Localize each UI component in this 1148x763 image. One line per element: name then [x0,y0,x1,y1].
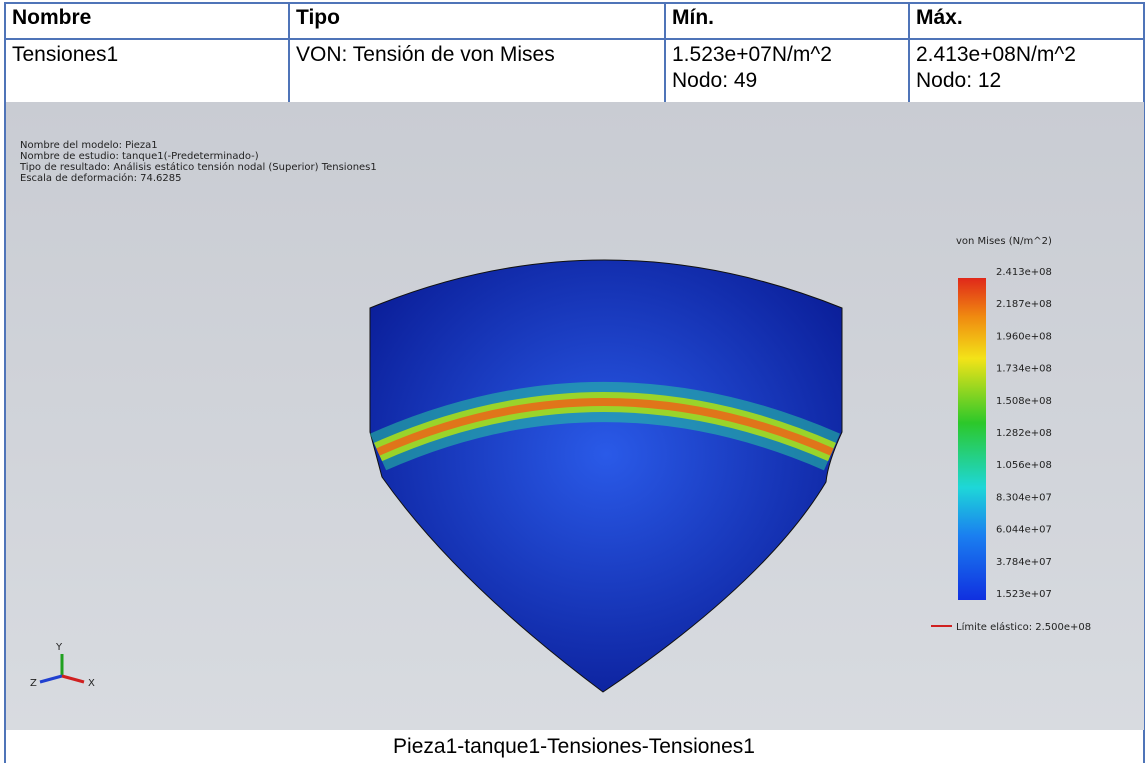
cell-text: Tensiones1 [12,42,282,68]
header-row: Nombre Tipo Mín. Máx. [5,3,1144,39]
legend-label: 1.056e+08 [996,460,1052,471]
cell: VON: Tensión de von Mises [289,39,665,103]
legend-label: 8.304e+07 [996,492,1052,503]
header-cell: Máx. [909,3,1144,39]
cell-text: Nodo: 12 [916,68,1137,94]
legend-label: 6.044e+07 [996,525,1052,536]
legend-label: 1.282e+08 [996,428,1052,439]
page: Nombre Tipo Mín. Máx. Tensiones1 VON: Te… [0,0,1148,763]
info-line: Nombre del modelo: Pieza1 [20,140,158,151]
legend-label: 2.413e+08 [996,267,1052,278]
cell-text: Nodo: 49 [672,68,902,94]
limit-label: Límite elástico: 2.500e+08 [956,621,1091,633]
legend-label: 1.734e+08 [996,364,1052,375]
header-cell: Tipo [289,3,665,39]
legend-label: 1.523e+07 [996,589,1052,600]
color-bar [958,278,986,600]
data-row: Tensiones1 VON: Tensión de von Mises 1.5… [5,39,1144,103]
info-line: Tipo de resultado: Análisis estático ten… [19,161,377,173]
axis-label: Z [30,678,37,689]
caption: Pieza1-tanque1-Tensiones-Tensiones1 [0,735,1148,759]
axis-label: Y [55,642,63,653]
cell-text: 2.413e+08N/m^2 [916,42,1137,68]
legend-label: 1.960e+08 [996,331,1052,342]
legend-label: 2.187e+08 [996,299,1052,310]
simulation-image: von Mises (N/m^2) Límite elástico: 2.500… [6,102,1144,730]
info-line: Nombre de estudio: tanque1(-Predetermina… [20,151,259,162]
axis-label: X [88,678,95,689]
legend-title: von Mises (N/m^2) [956,236,1052,247]
legend-label: 3.784e+07 [996,557,1052,568]
legend-label: 1.508e+08 [996,396,1052,407]
cell-text: 1.523e+07N/m^2 [672,42,902,68]
header-cell: Mín. [665,3,909,39]
header-cell: Nombre [5,3,289,39]
info-line: Escala de deformación: 74.6285 [20,172,182,184]
results-table: Nombre Tipo Mín. Máx. Tensiones1 VON: Te… [4,2,1145,104]
cell: Tensiones1 [5,39,289,103]
cell-text: VON: Tensión de von Mises [296,42,658,68]
